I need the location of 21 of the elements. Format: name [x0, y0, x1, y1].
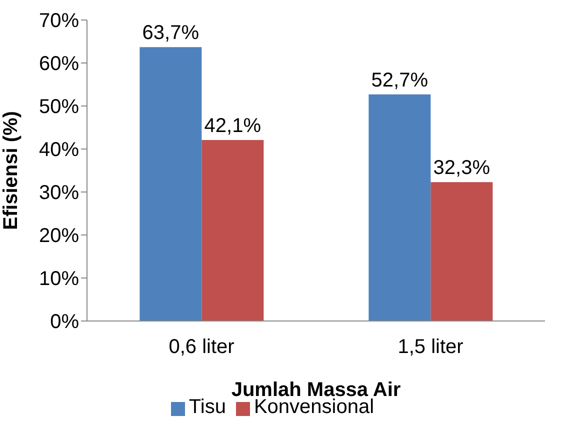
- y-tick-label: 30%: [38, 182, 80, 204]
- y-tick-label: 0%: [50, 311, 80, 334]
- data-label: 42,1%: [204, 114, 262, 137]
- legend-label: Tisu: [188, 396, 226, 418]
- y-tick-label: 60%: [38, 53, 80, 76]
- y-tick-label: 70%: [38, 10, 80, 32]
- x-tick-label: 1,5 liter: [398, 336, 464, 358]
- bar: [368, 94, 431, 321]
- data-label: 32,3%: [433, 157, 490, 180]
- y-tick-label: 10%: [38, 268, 80, 290]
- data-label: 52,7%: [371, 69, 428, 92]
- legend-label: Konvensional: [254, 396, 374, 418]
- y-axis-title: Efisiensi (%): [0, 111, 22, 230]
- bar: [202, 140, 264, 321]
- bar: [430, 182, 493, 321]
- y-tick-label: 50%: [38, 96, 80, 118]
- bar: [140, 47, 202, 321]
- y-tick-label: 20%: [38, 225, 80, 248]
- x-tick-label: 0,6 liter: [168, 336, 235, 358]
- y-tick-label: 40%: [38, 139, 80, 162]
- data-label: 63,7%: [142, 22, 200, 44]
